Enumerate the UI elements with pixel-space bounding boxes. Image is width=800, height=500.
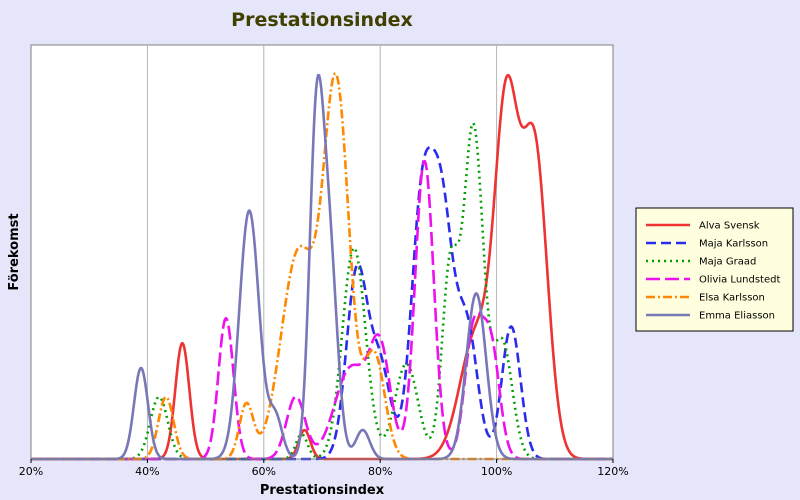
x-axis-label: Prestationsindex: [260, 483, 385, 498]
legend-label: Maja Karlsson: [699, 239, 768, 250]
x-tick-label: 100%: [481, 465, 512, 478]
legend-label: Elsa Karlsson: [699, 293, 765, 304]
legend-label: Alva Svensk: [699, 221, 760, 232]
plot-area: [30, 44, 614, 460]
y-axis-label: Förekomst: [7, 213, 22, 290]
x-tick-label: 60%: [252, 465, 276, 478]
legend-box: [635, 207, 794, 332]
x-tick-label: 80%: [368, 465, 392, 478]
legend: Alva Svensk Maja Karlsson Maja Graad Olivia…: [635, 207, 794, 332]
x-tick-label: 40%: [135, 465, 159, 478]
x-ticks: 20% 40% 60% 80% 100% 120%: [19, 459, 629, 478]
legend-label: Maja Graad: [699, 257, 756, 268]
legend-label: Emma Eliasson: [699, 311, 775, 322]
x-tick-label: 120%: [597, 465, 628, 478]
x-tick-label: 20%: [19, 465, 43, 478]
chart-title: Prestationsindex: [231, 9, 413, 31]
legend-label: Olivia Lundstedt: [699, 275, 780, 286]
legend-items: Alva Svensk Maja Karlsson Maja Graad Olivia…: [646, 221, 780, 322]
